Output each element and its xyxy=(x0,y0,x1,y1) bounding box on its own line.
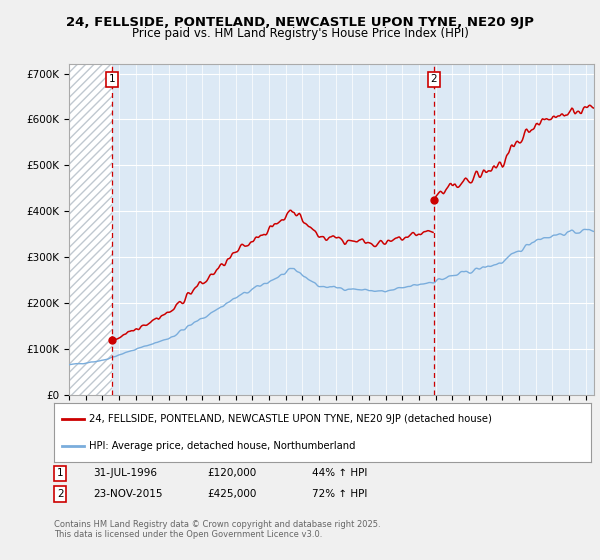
Text: Price paid vs. HM Land Registry's House Price Index (HPI): Price paid vs. HM Land Registry's House … xyxy=(131,27,469,40)
Text: 72% ↑ HPI: 72% ↑ HPI xyxy=(312,489,367,499)
Text: 31-JUL-1996: 31-JUL-1996 xyxy=(93,468,157,478)
Text: 2: 2 xyxy=(57,489,64,499)
Text: 44% ↑ HPI: 44% ↑ HPI xyxy=(312,468,367,478)
Bar xyxy=(69,64,112,395)
Text: Contains HM Land Registry data © Crown copyright and database right 2025.
This d: Contains HM Land Registry data © Crown c… xyxy=(54,520,380,539)
Bar xyxy=(69,64,112,395)
Text: 24, FELLSIDE, PONTELAND, NEWCASTLE UPON TYNE, NE20 9JP: 24, FELLSIDE, PONTELAND, NEWCASTLE UPON … xyxy=(66,16,534,29)
Text: HPI: Average price, detached house, Northumberland: HPI: Average price, detached house, Nort… xyxy=(89,441,355,451)
Text: 1: 1 xyxy=(109,74,115,84)
Text: £425,000: £425,000 xyxy=(207,489,256,499)
Bar xyxy=(69,64,112,395)
Text: 23-NOV-2015: 23-NOV-2015 xyxy=(93,489,163,499)
Text: 1: 1 xyxy=(57,468,64,478)
Text: 2: 2 xyxy=(431,74,437,84)
Text: £120,000: £120,000 xyxy=(207,468,256,478)
Text: 24, FELLSIDE, PONTELAND, NEWCASTLE UPON TYNE, NE20 9JP (detached house): 24, FELLSIDE, PONTELAND, NEWCASTLE UPON … xyxy=(89,414,492,424)
